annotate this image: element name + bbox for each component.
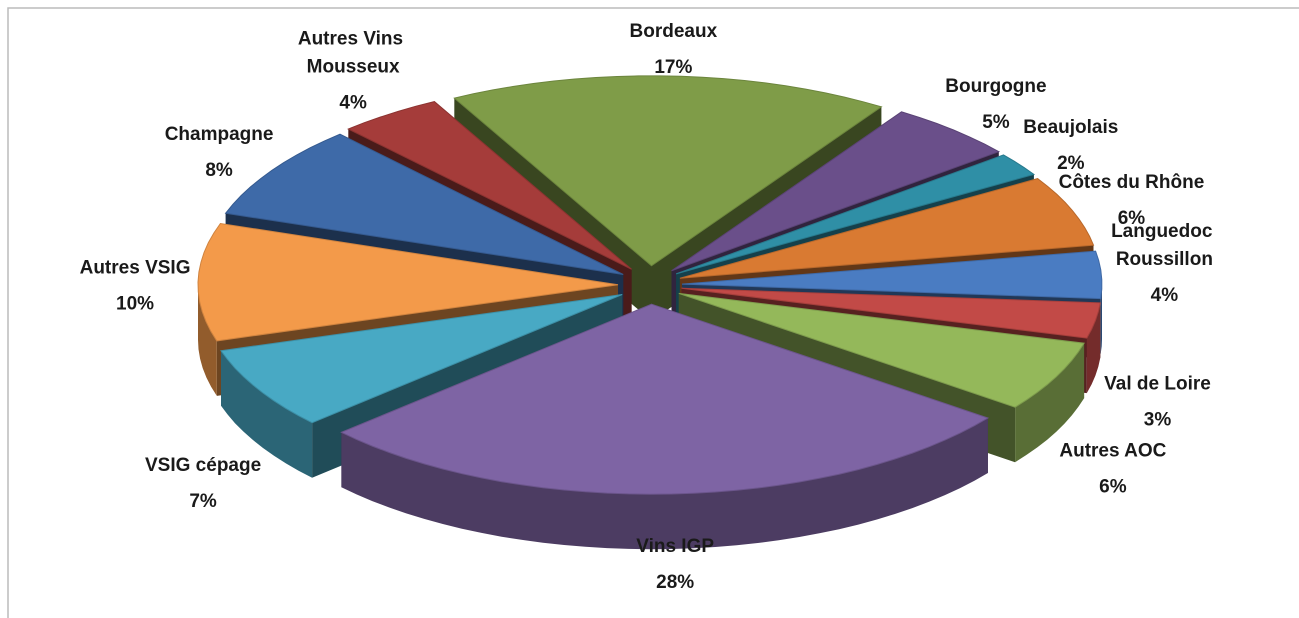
- slice-top: [340, 303, 990, 495]
- data-label-value: 6%: [1099, 477, 1127, 498]
- data-label-value: 6%: [1118, 208, 1146, 229]
- slice-wall: [198, 284, 217, 396]
- slice-wall: [221, 350, 313, 478]
- data-label-name: Champagne: [165, 124, 274, 145]
- data-label-name: Autres AOC: [1059, 441, 1166, 462]
- data-label-name: Autres VSIG: [80, 258, 191, 279]
- data-label-name: Côtes du Rhône: [1059, 172, 1205, 193]
- data-label-name: Bourgogne: [945, 76, 1046, 97]
- slice: [340, 303, 990, 550]
- data-label-value: 5%: [982, 112, 1010, 133]
- slice-wall: [1086, 302, 1101, 394]
- data-label-value: 10%: [116, 294, 154, 315]
- slice-wall: [341, 418, 988, 550]
- slice-top: [681, 287, 1101, 339]
- data-label-name: Vins IGP: [636, 536, 714, 557]
- data-label-value: 3%: [1144, 410, 1172, 431]
- data-label-value: 2%: [1057, 153, 1085, 174]
- slice-top: [678, 292, 1085, 408]
- slice-top: [681, 250, 1103, 300]
- slice-top: [224, 133, 624, 275]
- slice-top: [453, 75, 883, 267]
- slice-top: [679, 178, 1095, 279]
- slice-wall: [1100, 284, 1102, 354]
- slice-top: [220, 294, 623, 424]
- data-label-value: 7%: [189, 491, 217, 512]
- chart-frame: [7, 7, 1299, 618]
- data-label-value: 28%: [656, 572, 694, 593]
- data-label-name: Val de Loire: [1104, 374, 1211, 395]
- slice-top: [675, 154, 1036, 275]
- data-label-name: Beaujolais: [1023, 117, 1118, 138]
- data-label-value: 4%: [339, 93, 367, 114]
- data-label-name: VSIG cépage: [145, 455, 261, 476]
- data-label-value: 8%: [205, 160, 233, 181]
- data-label-name: Autres Vins Mousseux: [298, 29, 409, 78]
- slice-wall: [1015, 343, 1085, 463]
- data-label-value: 4%: [1151, 285, 1179, 306]
- slice-top: [347, 101, 632, 270]
- slice-top: [197, 222, 619, 342]
- data-label-value: 17%: [654, 57, 692, 78]
- data-label-name: Bordeaux: [630, 21, 718, 42]
- slice-top: [671, 111, 1001, 272]
- data-label-name: Languedoc Roussillon: [1111, 221, 1218, 270]
